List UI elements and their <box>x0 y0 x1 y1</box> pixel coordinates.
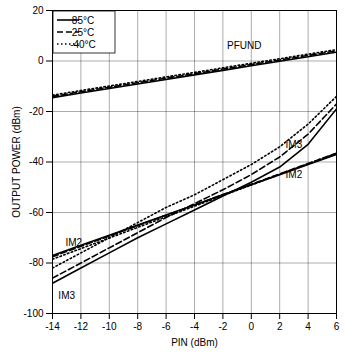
svg-text:-40: -40 <box>29 156 44 167</box>
svg-text:-14: -14 <box>45 321 60 332</box>
svg-text:85°C: 85°C <box>72 15 94 26</box>
svg-text:-100: -100 <box>23 308 43 319</box>
svg-text:PIN (dBm): PIN (dBm) <box>171 337 218 348</box>
svg-text:-40°C: -40°C <box>70 39 96 50</box>
svg-text:PFUND: PFUND <box>227 40 261 51</box>
svg-text:0: 0 <box>38 55 44 66</box>
svg-text:25°C: 25°C <box>72 27 94 38</box>
svg-text:-20: -20 <box>29 106 44 117</box>
svg-text:20: 20 <box>32 5 44 16</box>
svg-text:-80: -80 <box>29 257 44 268</box>
svg-text:-2: -2 <box>218 321 227 332</box>
svg-text:-6: -6 <box>162 321 171 332</box>
svg-text:-8: -8 <box>133 321 142 332</box>
svg-text:IM3: IM3 <box>58 290 75 301</box>
svg-text:-12: -12 <box>74 321 89 332</box>
svg-text:-4: -4 <box>190 321 199 332</box>
svg-text:IM3: IM3 <box>286 139 303 150</box>
svg-text:OUTPUT POWER (dBm): OUTPUT POWER (dBm) <box>11 106 22 217</box>
svg-text:2: 2 <box>277 321 283 332</box>
svg-text:IM2: IM2 <box>286 169 303 180</box>
svg-text:-60: -60 <box>29 207 44 218</box>
svg-text:4: 4 <box>305 321 311 332</box>
svg-text:6: 6 <box>334 321 340 332</box>
svg-text:-10: -10 <box>102 321 117 332</box>
svg-text:0: 0 <box>249 321 255 332</box>
svg-text:IM2: IM2 <box>65 237 82 248</box>
